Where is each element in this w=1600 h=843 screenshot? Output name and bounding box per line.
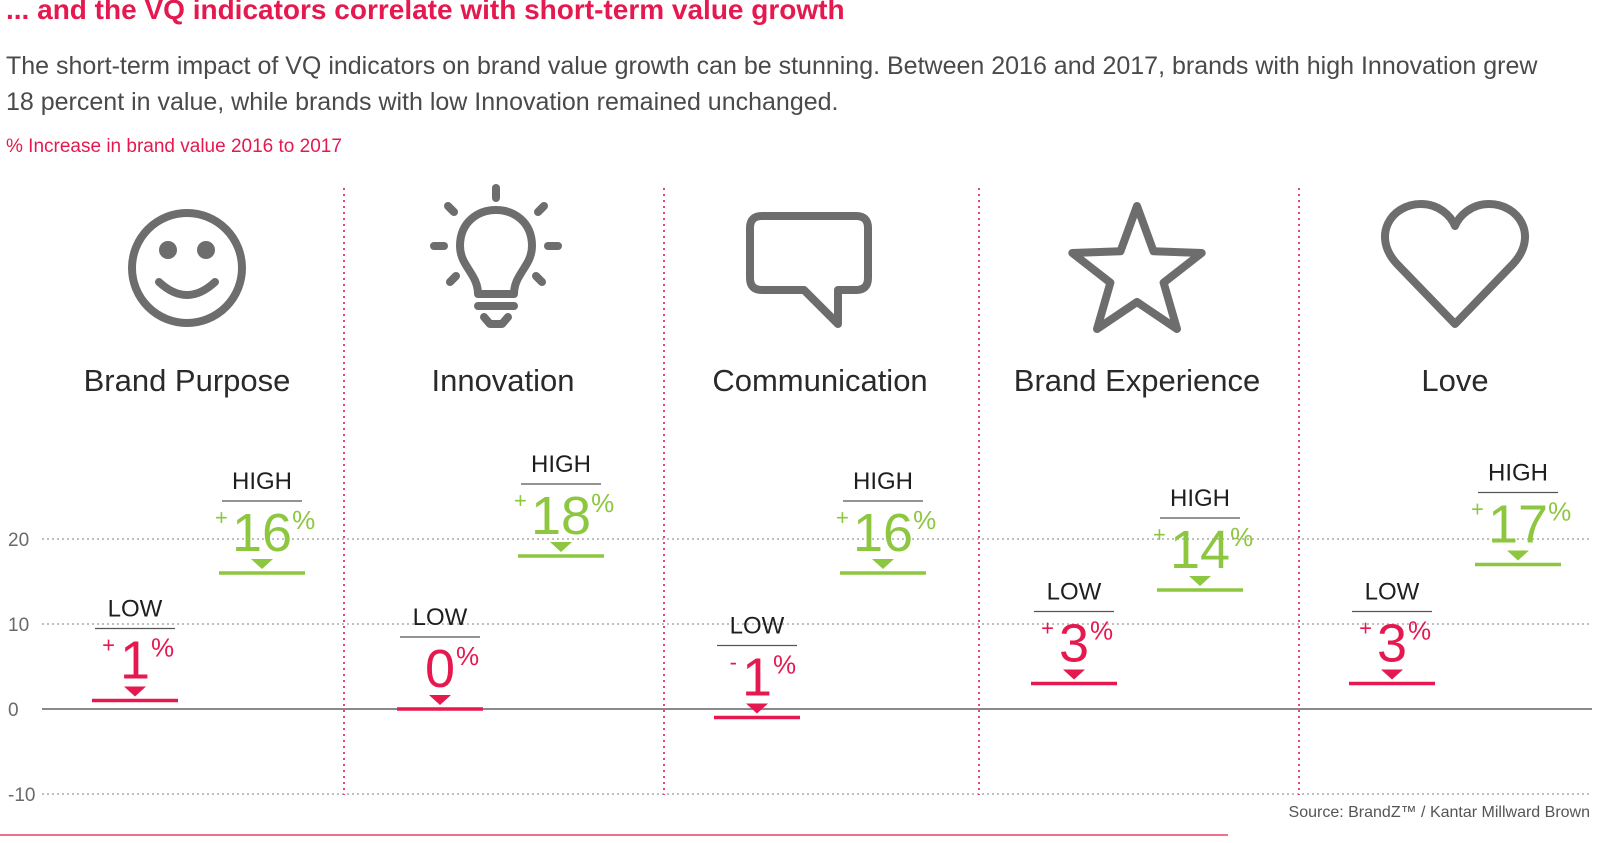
y-tick-label: 10 [8, 615, 29, 636]
high-label: HIGH [531, 451, 591, 478]
low-value-sign: - [730, 650, 737, 675]
bulb-glass [456, 206, 536, 298]
high-value-sign: + [215, 505, 228, 530]
high-value-number: 16 [853, 503, 913, 563]
category-label: Brand Purpose [84, 363, 291, 398]
low-marker: 0 % LOW [397, 604, 483, 711]
low-value-sign: + [1041, 616, 1054, 641]
y-tick-label: 20 [8, 530, 29, 551]
low-label: LOW [1047, 579, 1102, 606]
bulb-ray [444, 202, 458, 216]
category-label: Communication [712, 363, 927, 398]
heart-outline [1381, 200, 1529, 328]
source-note: Source: BrandZ™ / Kantar Millward Brown [1288, 804, 1590, 821]
low-value-triangle [124, 686, 146, 697]
high-value-percent: % [591, 488, 614, 518]
high-value-sign: + [514, 488, 527, 513]
high-value-number: 14 [1170, 520, 1230, 580]
low-value-number: 3 [1377, 614, 1407, 674]
high-marker: 17+ %HIGH [1471, 460, 1571, 567]
bulb-tip [480, 313, 512, 328]
high-value-triangle [1507, 550, 1529, 561]
low-marker: 1+ % LOW [92, 596, 178, 703]
low-value-number: 1 [120, 631, 150, 691]
category-label: Brand Experience [1014, 363, 1260, 398]
high-label: HIGH [853, 468, 913, 495]
bulb-ray [532, 272, 546, 286]
low-label: LOW [413, 604, 468, 631]
low-value-triangle [429, 695, 451, 705]
high-label: HIGH [1170, 485, 1230, 512]
low-value-number: 3 [1059, 614, 1089, 674]
smiley-eye [197, 241, 215, 259]
low-value-sign: + [1359, 616, 1372, 641]
low-value-percent: % [1408, 616, 1431, 646]
low-label: LOW [730, 613, 785, 640]
high-value-percent: % [1548, 497, 1571, 527]
high-marker: 16+ %HIGH [836, 468, 936, 575]
high-value-percent: % [913, 505, 936, 535]
chart-subtitle: The short-term impact of VQ indicators o… [6, 52, 1538, 116]
high-marker: 14+ %HIGH [1153, 485, 1253, 592]
high-value-number: 16 [232, 503, 292, 563]
high-marker: 16+ %HIGH [215, 468, 315, 575]
high-value-sign: + [836, 505, 849, 530]
high-value-triangle [872, 559, 894, 569]
high-value-sign: + [1153, 522, 1166, 547]
low-value-sign: + [102, 633, 115, 658]
low-value-number: 0 [425, 639, 455, 699]
low-value-percent: % [1090, 616, 1113, 646]
high-value-number: 18 [531, 486, 591, 546]
low-value-percent: % [151, 633, 174, 663]
low-marker: 3+ % LOW [1031, 579, 1117, 686]
smiley-mouth [155, 278, 219, 299]
high-value-percent: % [292, 505, 315, 535]
smiley-eye [159, 241, 177, 259]
category-label: Innovation [431, 363, 574, 398]
high-label: HIGH [232, 468, 292, 495]
low-value-number: 1 [742, 648, 772, 708]
low-label: LOW [108, 596, 163, 623]
y-tick-label: 0 [8, 700, 19, 721]
low-value-triangle [746, 703, 768, 714]
speech-bubble-icon [746, 212, 872, 328]
low-marker: 1- % LOW [714, 613, 800, 720]
high-label: HIGH [1488, 460, 1548, 487]
unit-label: % Increase in brand value 2016 to 2017 [6, 136, 342, 157]
high-marker: 18+ %HIGH [514, 451, 614, 558]
lightbulb-icon [430, 184, 562, 328]
high-value-triangle [1189, 576, 1211, 586]
high-value-percent: % [1230, 522, 1253, 552]
high-value-triangle [251, 559, 273, 569]
y-tick-label: -10 [8, 785, 35, 806]
low-value-percent: % [773, 650, 796, 680]
high-value-number: 17 [1488, 495, 1548, 555]
star-icon [1068, 202, 1206, 333]
low-value-triangle [1063, 669, 1085, 680]
high-value-sign: + [1471, 497, 1484, 522]
bulb-ray [446, 272, 460, 286]
low-label: LOW [1365, 579, 1420, 606]
low-value-percent: % [456, 641, 479, 671]
smiley-icon [128, 209, 246, 327]
bubble-outline [746, 212, 872, 328]
category-label: Love [1421, 363, 1488, 398]
smiley-face-outline [128, 209, 246, 327]
chart-headline: ... and the VQ indicators correlate with… [6, 0, 845, 25]
high-value-triangle [550, 542, 572, 552]
star-outline [1068, 202, 1206, 333]
low-value-triangle [1381, 669, 1403, 680]
low-marker: 3+ % LOW [1349, 579, 1435, 686]
bulb-ray [534, 202, 548, 216]
heart-icon [1381, 200, 1529, 328]
